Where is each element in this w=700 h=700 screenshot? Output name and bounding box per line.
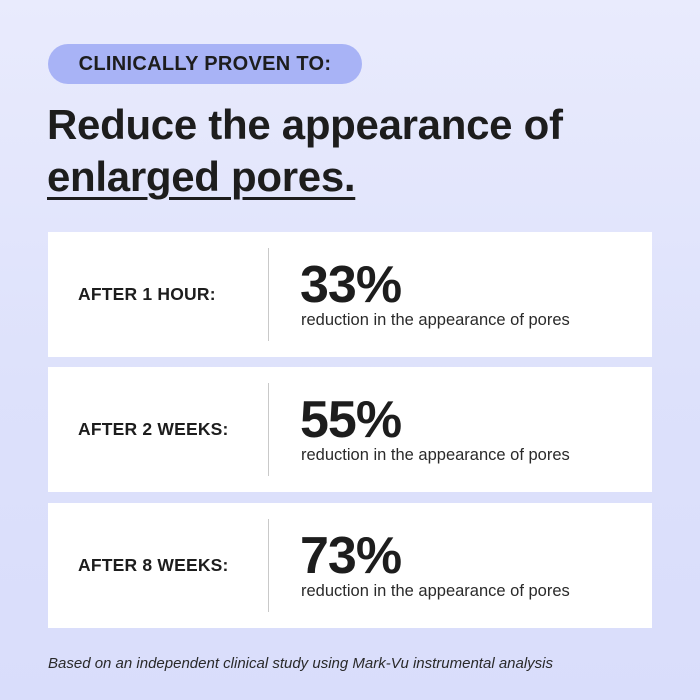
headline: Reduce the appearance of enlarged pores. xyxy=(47,99,667,203)
result-period: AFTER 2 WEEKS: xyxy=(78,419,229,439)
result-period: AFTER 8 WEEKS: xyxy=(78,555,229,575)
result-description: reduction in the appearance of pores xyxy=(301,311,570,329)
card-divider xyxy=(268,383,269,476)
headline-line-1: Reduce the appearance of xyxy=(47,101,563,148)
result-percent: 73% xyxy=(300,527,402,585)
headline-line-2: enlarged pores. xyxy=(47,153,356,200)
result-percent: 33% xyxy=(300,256,402,314)
card-divider xyxy=(268,519,269,612)
result-card-8-weeks: AFTER 8 WEEKS: 73% reduction in the appe… xyxy=(48,503,652,628)
result-description: reduction in the appearance of pores xyxy=(301,582,570,600)
result-card-1-hour: AFTER 1 HOUR: 33% reduction in the appea… xyxy=(48,232,652,357)
card-divider xyxy=(268,248,269,341)
result-description: reduction in the appearance of pores xyxy=(301,446,570,464)
result-percent: 55% xyxy=(300,391,402,449)
result-card-2-weeks: AFTER 2 WEEKS: 55% reduction in the appe… xyxy=(48,367,652,492)
result-period: AFTER 1 HOUR: xyxy=(78,284,216,304)
clinically-proven-badge: CLINICALLY PROVEN TO: xyxy=(48,44,362,84)
study-footnote: Based on an independent clinical study u… xyxy=(48,655,554,672)
